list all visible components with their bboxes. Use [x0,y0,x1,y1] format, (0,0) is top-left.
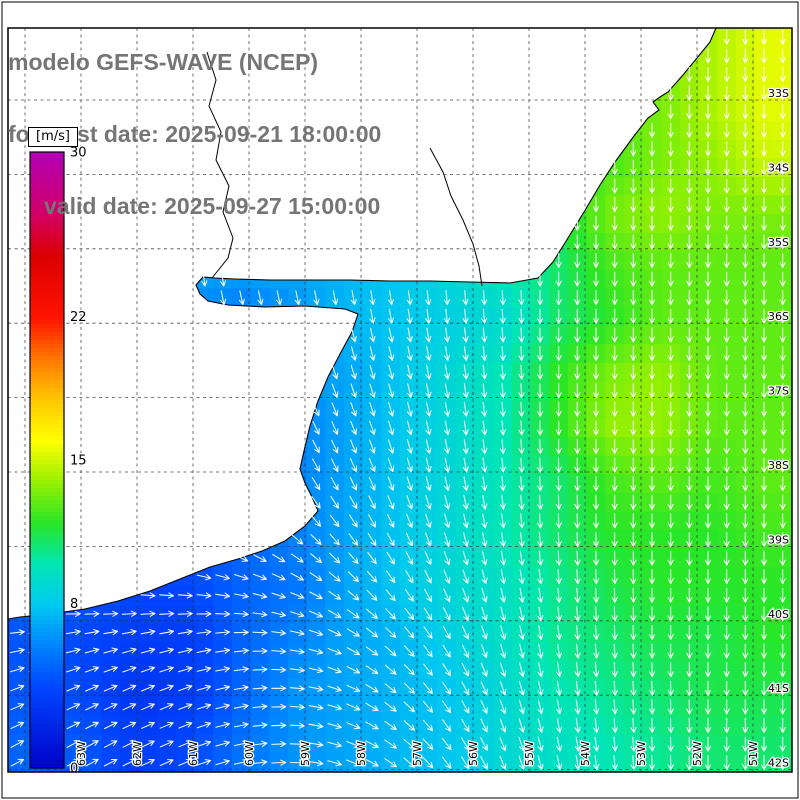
svg-text:62W: 62W [131,741,144,766]
svg-text:54W: 54W [579,741,592,766]
svg-text:15: 15 [70,454,87,469]
svg-text:42S: 42S [768,757,789,770]
svg-text:60W: 60W [243,741,256,766]
svg-text:38S: 38S [768,459,789,472]
svg-text:35S: 35S [768,236,789,249]
svg-text:55W: 55W [523,741,536,766]
svg-text:56W: 56W [467,741,480,766]
svg-text:37S: 37S [768,385,789,398]
grid-lines [8,28,792,772]
svg-text:61W: 61W [187,741,200,766]
svg-text:51W: 51W [747,741,760,766]
latitude-labels: 33S 34S 35S 36S 37S 38S 39S 40S 41S 42S [767,86,790,771]
svg-text:40S: 40S [768,608,789,621]
svg-text:52W: 52W [691,741,704,766]
svg-text:41S: 41S [768,682,789,695]
svg-text:57W: 57W [411,741,424,766]
land-mask [8,28,716,619]
svg-text:36S: 36S [768,310,789,323]
svg-text:22: 22 [70,310,87,325]
svg-text:33S: 33S [768,87,789,100]
svg-text:58W: 58W [355,741,368,766]
wind-arrows [9,29,786,771]
longitude-labels: 63W 62W 61W 60W 59W 58W 57W 56W 55W 54W 53W 52W 51W [74,740,762,767]
svg-text:34S: 34S [768,161,789,174]
svg-text:59W: 59W [299,741,312,766]
colorbar-unit-label: [m/s] [28,127,78,147]
title-block: modelo GEFS-WAVE (NCEP) forecast date: 2… [8,2,381,266]
plot-frame [7,27,793,773]
model-title: modelo GEFS-WAVE (NCEP) [8,49,319,75]
svg-text:0: 0 [70,762,78,777]
svg-text:53W: 53W [635,741,648,766]
river-lines [206,51,483,287]
valid-date-label: valid date: 2025-09-27 15:00:00 [44,193,381,219]
svg-text:39S: 39S [768,533,789,546]
svg-text:8: 8 [70,597,78,612]
